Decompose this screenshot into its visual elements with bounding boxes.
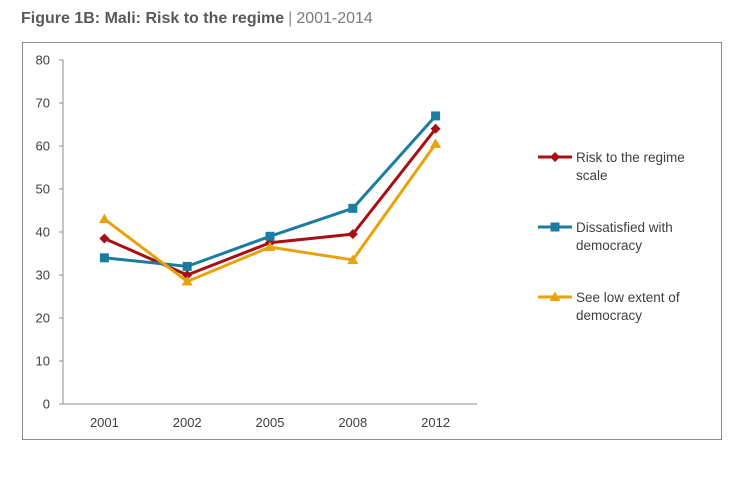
chart-frame <box>22 42 722 440</box>
series-line <box>103 127 437 277</box>
data-point <box>99 233 110 244</box>
y-tick-label: 10 <box>36 354 50 369</box>
chart-axes: 0 10 20 30 40 50 60 70 80 2001 2002 2005 2008 2012 <box>36 53 477 430</box>
figure-title-main: Figure 1B: Mali: Risk to the regime <box>21 10 285 27</box>
x-tick-label: 2008 <box>338 415 367 430</box>
data-point <box>431 111 441 121</box>
legend-label: democracy <box>576 238 642 253</box>
data-point <box>182 261 192 271</box>
y-tick-label: 0 <box>43 397 50 412</box>
x-tick-label: 2002 <box>173 415 202 430</box>
figure-title-years: 2001-2014 <box>296 10 373 27</box>
legend-label: See low extent of <box>576 290 680 305</box>
legend-item: See low extent of democracy <box>538 290 680 323</box>
y-tick-label: 20 <box>36 311 50 326</box>
legend-item: Dissatisfied with democracy <box>538 220 673 253</box>
data-point <box>550 222 560 232</box>
data-point <box>347 229 358 240</box>
y-tick-label: 60 <box>36 139 50 154</box>
x-tick-label: 2001 <box>90 415 119 430</box>
series-group <box>99 123 441 280</box>
data-point <box>430 123 441 134</box>
y-tick-label: 30 <box>36 268 50 283</box>
data-point <box>430 138 442 148</box>
data-point <box>549 291 561 301</box>
y-tick-label: 50 <box>36 182 50 197</box>
data-point <box>264 241 276 252</box>
series-group <box>99 111 441 271</box>
chart-legend: Risk to the regime scale Dissatisfied with… <box>538 150 685 323</box>
y-tick-label: 80 <box>36 53 50 68</box>
x-tick-label: 2012 <box>421 415 450 430</box>
figure-title-separator: | <box>288 10 293 27</box>
series-group <box>98 138 442 286</box>
data-point <box>550 152 560 162</box>
y-tick-label: 70 <box>36 96 50 111</box>
data-point <box>265 231 275 241</box>
data-point <box>99 253 109 263</box>
legend-label: scale <box>576 168 608 183</box>
legend-item: Risk to the regime scale <box>538 150 685 183</box>
data-point <box>182 270 193 280</box>
data-point <box>348 203 358 213</box>
y-tick-label: 40 <box>36 225 50 240</box>
legend-label: Risk to the regime <box>576 150 685 165</box>
chart-series <box>98 111 442 286</box>
x-tick-label: 2005 <box>256 415 285 430</box>
data-point <box>347 254 359 264</box>
figure-title: Figure 1B: Mali: Risk to the regime | 2001… <box>21 10 373 28</box>
data-point <box>98 213 110 224</box>
legend-label: democracy <box>576 308 642 323</box>
data-point <box>181 275 193 286</box>
legend-label: Dissatisfied with <box>576 220 673 235</box>
